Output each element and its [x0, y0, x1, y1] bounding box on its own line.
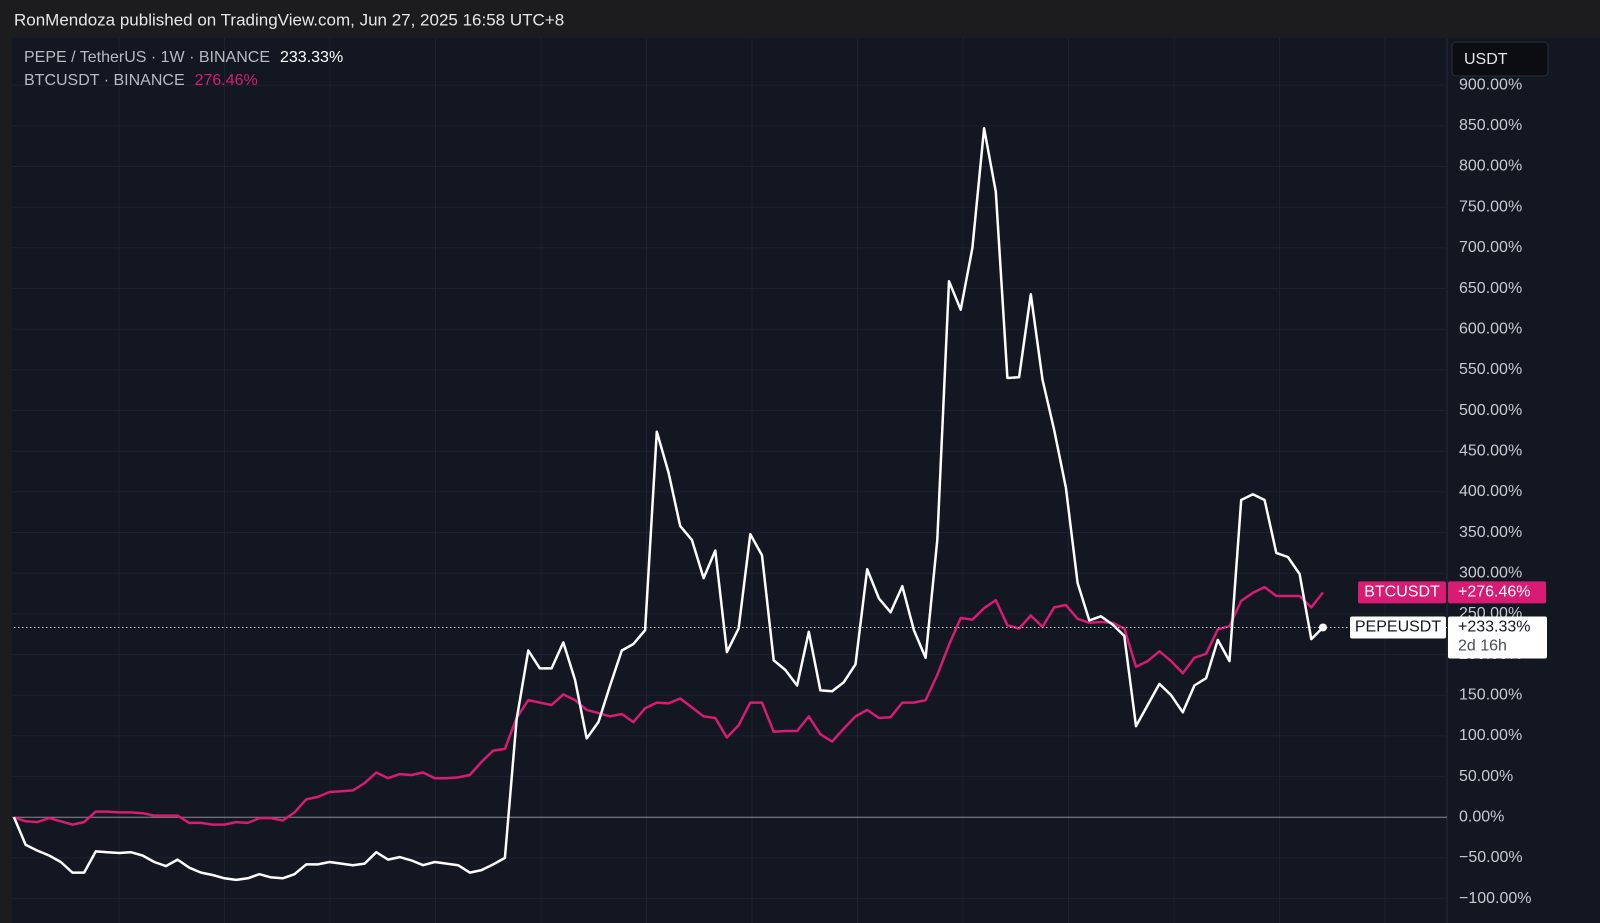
- currency-label: USDT: [1464, 51, 1508, 68]
- countdown: 2d 16h: [1458, 638, 1507, 655]
- legend-value: 276.46%: [195, 72, 258, 89]
- legend-name: BTCUSDT · BINANCE: [24, 72, 185, 89]
- price-tag: [1448, 616, 1547, 659]
- vertical-grid: [118, 38, 1386, 923]
- y-tick-label: 700.00%: [1459, 239, 1522, 256]
- series-line: [13, 585, 1324, 826]
- y-tick-label: 600.00%: [1459, 320, 1522, 337]
- y-tick-label: 450.00%: [1459, 442, 1522, 459]
- price-tag-value: +276.46%: [1458, 584, 1531, 601]
- y-tick-label: 800.00%: [1459, 158, 1522, 175]
- price-tag: [1358, 581, 1446, 604]
- y-tick-label: 100.00%: [1459, 727, 1522, 744]
- y-tick-label: −50.00%: [1459, 849, 1523, 866]
- price-tag-value: +233.33%: [1458, 619, 1531, 636]
- y-tick-label: 500.00%: [1459, 402, 1522, 419]
- series-line: [12, 127, 1324, 882]
- y-tick-label: 0.00%: [1459, 808, 1504, 825]
- y-tick-label: 400.00%: [1459, 483, 1522, 500]
- y-tick-label: 300.00%: [1459, 564, 1522, 581]
- price-tag-name: BTCUSDT: [1364, 584, 1440, 601]
- y-tick-label: 50.00%: [1459, 768, 1513, 785]
- plot-background: [12, 38, 1600, 923]
- price-tag: [1448, 581, 1546, 604]
- last-point: [1319, 623, 1327, 632]
- plot: −100.00% −50.00% 0.00% 50.00% 100.00% 150.00%…: [12, 49, 1547, 907]
- y-tick-label: 850.00%: [1459, 117, 1522, 134]
- y-tick-label: −100.00%: [1459, 890, 1532, 907]
- y-tick-label: 750.00%: [1459, 198, 1522, 215]
- legend-value: 233.33%: [280, 49, 343, 66]
- y-tick-label: 900.00%: [1459, 76, 1522, 93]
- y-tick-label: 550.00%: [1459, 361, 1522, 378]
- legend-name: PEPE / TetherUS · 1W · BINANCE: [24, 49, 270, 66]
- y-tick-label: 650.00%: [1459, 280, 1522, 297]
- header-title: RonMendoza published on TradingView.com,…: [14, 10, 564, 29]
- price-tag-name: PEPEUSDT: [1355, 619, 1441, 636]
- y-tick-label: 150.00%: [1459, 686, 1522, 703]
- y-tick-label: 350.00%: [1459, 524, 1522, 541]
- currency-box[interactable]: [1451, 41, 1549, 77]
- price-tag: [1350, 616, 1446, 639]
